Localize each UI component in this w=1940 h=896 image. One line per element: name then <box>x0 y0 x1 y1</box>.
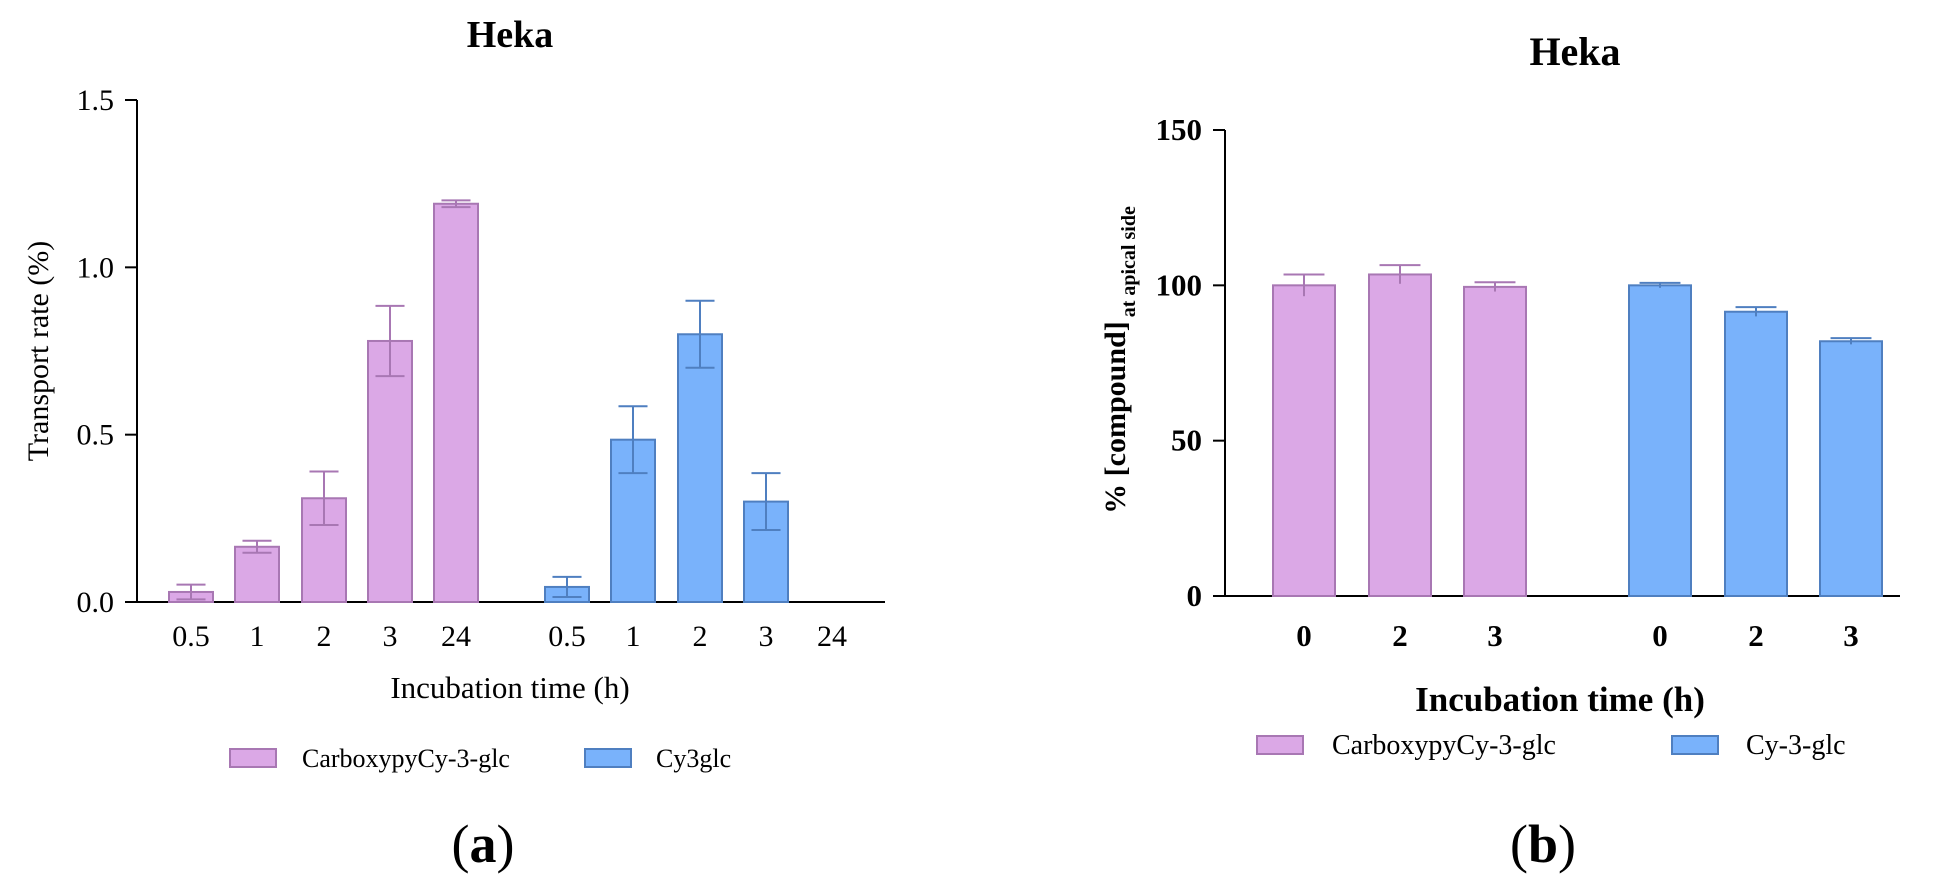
panel-b-bar <box>1628 284 1692 597</box>
panel-b-bars <box>1272 264 1883 597</box>
panel-a-x-ticks: 0.5 1 2 3 24 0.5 1 2 3 24 <box>172 620 847 653</box>
panel-a-x-tick-label: 1 <box>250 620 265 653</box>
panel-b-title: Heka <box>1529 29 1620 74</box>
panel-a-x-label: Incubation time (h) <box>390 670 629 705</box>
panel-b: Heka 0 50 100 150 0 2 3 0 2 3 % [compound] at api… <box>1099 29 1900 874</box>
panel-b-x-tick-label: 3 <box>1487 618 1503 653</box>
panel-a-legend-label: CarboxypyCy-3-glc <box>302 744 510 773</box>
panel-b-x-tick-label: 3 <box>1843 618 1859 653</box>
panel-b-legend-label: Cy-3-glc <box>1746 730 1846 761</box>
panel-b-y-ticks: 0 50 100 150 <box>1156 112 1225 613</box>
panel-a-x-tick-label: 0.5 <box>548 620 586 653</box>
panel-a-bar <box>677 333 723 603</box>
panel-b-legend: CarboxypyCy-3-glc Cy-3-glc <box>1256 730 1846 761</box>
panel-a: Heka 0.0 0.5 1.0 1.5 0.5 1 2 3 24 0.5 1 2 3 24 Trans… <box>22 14 885 874</box>
panel-a-bar <box>367 339 413 603</box>
panel-b-y-label: % [compound] at apical side <box>1099 206 1140 514</box>
panel-a-x-tick-label: 3 <box>759 620 774 653</box>
panel-a-x-tick-label: 1 <box>626 620 641 653</box>
panel-b-y-label-sub: at apical side <box>1118 206 1140 317</box>
panel-a-legend: CarboxypyCy-3-glc Cy3glc <box>229 744 731 773</box>
panel-a-bar <box>234 545 280 604</box>
panel-b-bar <box>1724 310 1788 597</box>
panel-a-title: Heka <box>467 14 554 56</box>
panel-b-x-tick-label: 2 <box>1392 618 1408 653</box>
panel-b-legend-swatch <box>1671 735 1719 755</box>
panel-b-bar <box>1272 284 1336 597</box>
panel-b-legend-label: CarboxypyCy-3-glc <box>1332 730 1556 761</box>
panel-b-legend-swatch <box>1256 735 1304 755</box>
panel-a-bars <box>168 199 789 604</box>
panel-b-bar <box>1463 285 1527 597</box>
panel-b-y-tick-label: 50 <box>1171 423 1202 458</box>
panel-a-legend-swatch <box>229 748 277 768</box>
panel-b-x-tick-label: 0 <box>1296 618 1312 653</box>
panel-a-x-tick-label: 24 <box>817 620 847 653</box>
panel-b-y-label-main: % [compound] <box>1099 321 1132 514</box>
panel-a-y-label: Transport rate (%) <box>22 241 55 462</box>
panel-a-x-tick-label: 3 <box>383 620 398 653</box>
panel-b-bar <box>1368 273 1432 597</box>
panel-a-x-tick-label: 0.5 <box>172 620 210 653</box>
panel-a-label: (a) <box>452 814 515 874</box>
panel-b-x-tick-label: 2 <box>1748 618 1764 653</box>
panel-a-legend-label: Cy3glc <box>656 744 731 773</box>
panel-a-bar <box>433 202 479 603</box>
panel-a-y-ticks: 0.0 0.5 1.0 1.5 <box>77 84 137 619</box>
panel-b-x-label: Incubation time (h) <box>1415 680 1705 719</box>
panel-a-x-tick-label: 2 <box>317 620 332 653</box>
panel-b-label: (b) <box>1510 814 1576 874</box>
panel-a-bar <box>610 438 656 604</box>
panel-a-y-tick-label: 0.0 <box>77 586 115 619</box>
panel-a-x-tick-label: 24 <box>441 620 471 653</box>
panel-a-legend-swatch <box>584 748 632 768</box>
panel-b-x-tick-label: 0 <box>1652 618 1668 653</box>
panel-b-y-tick-label: 100 <box>1156 267 1203 302</box>
panel-b-bar <box>1819 340 1883 597</box>
panel-b-x-ticks: 0 2 3 0 2 3 <box>1296 618 1859 653</box>
panel-b-y-tick-label: 150 <box>1156 112 1203 147</box>
panel-a-x-tick-label: 2 <box>693 620 708 653</box>
panel-b-y-tick-label: 0 <box>1187 578 1203 613</box>
panel-a-y-tick-label: 1.0 <box>77 251 115 284</box>
panel-a-y-tick-label: 0.5 <box>77 419 115 452</box>
panel-a-y-tick-label: 1.5 <box>77 84 115 117</box>
